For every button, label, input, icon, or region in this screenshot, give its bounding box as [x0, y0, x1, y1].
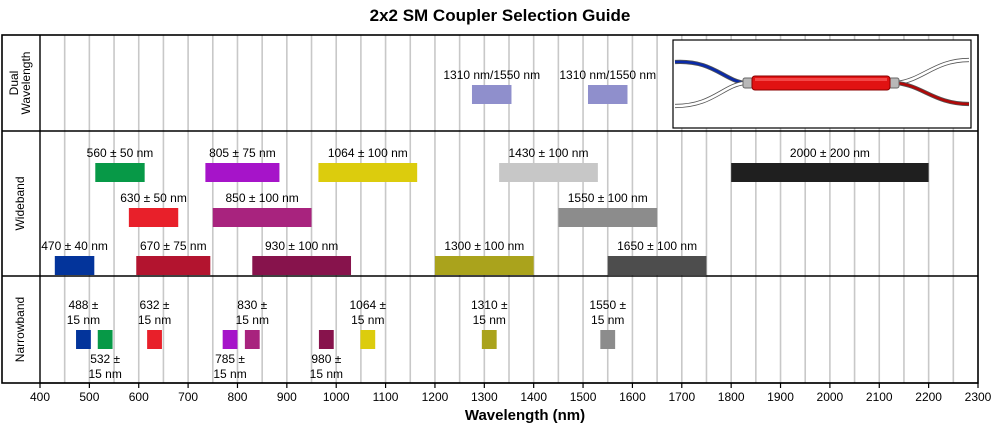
- coupler-highlight: [755, 78, 887, 81]
- row-label-dual-wavelength: Wavelength: [19, 52, 33, 115]
- bar-label: 1064 ±: [349, 298, 386, 312]
- bar-1310-nm-1550-nm: [587, 85, 628, 104]
- bar-830-15-nm: [244, 330, 260, 349]
- bar-1650-100-nm: [607, 256, 707, 275]
- bar-labels: 1310 nm/1550 nm 1310 nm/1550 nm 560 ± 50 n…: [41, 68, 870, 381]
- x-tick-label: 2300: [965, 390, 992, 404]
- bar-1300-100-nm: [434, 256, 534, 275]
- bar-980-15-nm: [318, 330, 334, 349]
- bar-1064-100-nm: [318, 163, 418, 182]
- x-tick-label: 1500: [570, 390, 597, 404]
- bar-785-15-nm: [222, 330, 238, 349]
- bar-670-75-nm: [136, 256, 211, 275]
- x-tick-label: 2200: [915, 390, 942, 404]
- bar-label: 630 ± 50 nm: [120, 191, 187, 205]
- bar-label: 1310 ±: [471, 298, 508, 312]
- x-tick-label: 700: [178, 390, 198, 404]
- bar-1430-100-nm: [499, 163, 598, 182]
- bar-label: 830 ±: [237, 298, 267, 312]
- bar-label: 980 ±: [311, 352, 341, 366]
- bar-1064-15-nm: [360, 330, 376, 349]
- bar-632-15-nm: [147, 330, 162, 349]
- bar-label: 670 ± 75 nm: [140, 239, 207, 253]
- bar-label: 560 ± 50 nm: [87, 146, 154, 160]
- row-label-wideband: Wideband: [13, 176, 27, 230]
- bar-label: 1310 nm/1550 nm: [443, 68, 540, 82]
- bar-532-15-nm: [97, 330, 113, 349]
- bar-470-40-nm: [54, 256, 95, 275]
- bar-label: 1300 ± 100 nm: [444, 239, 524, 253]
- x-tick-label: 2100: [866, 390, 893, 404]
- bar-1550-100-nm: [558, 208, 658, 227]
- x-tick-label: 1000: [323, 390, 350, 404]
- bar-label: 15 nm: [67, 313, 100, 327]
- bar-label: 1064 ± 100 nm: [328, 146, 408, 160]
- bar-930-100-nm: [252, 256, 352, 275]
- x-tick-label: 1300: [471, 390, 498, 404]
- bar-1310-15-nm: [481, 330, 497, 349]
- bar-label: 488 ±: [68, 298, 98, 312]
- bar-label: 15 nm: [138, 313, 171, 327]
- x-tick-label: 2000: [817, 390, 844, 404]
- fiber: [674, 60, 746, 85]
- x-axis-title: Wavelength (nm): [465, 407, 585, 424]
- row-label-narrowband: Narrowband: [13, 297, 27, 362]
- bar-2000-200-nm: [731, 163, 929, 182]
- bar-488-15-nm: [76, 330, 91, 349]
- bar-label: 15 nm: [351, 313, 384, 327]
- bar-label: 15 nm: [88, 367, 121, 381]
- bar-1310-nm-1550-nm: [471, 85, 512, 104]
- x-tick-label: 1700: [668, 390, 695, 404]
- x-tick-label: 1800: [718, 390, 745, 404]
- bar-label: 532 ±: [90, 352, 120, 366]
- fiber-coupler-photo: [674, 57, 970, 109]
- bar-label: 1430 ± 100 nm: [509, 146, 589, 160]
- bar-label: 930 ± 100 nm: [265, 239, 338, 253]
- bar-label: 15 nm: [591, 313, 624, 327]
- bar-label: 632 ±: [140, 298, 170, 312]
- bar-label: 805 ± 75 nm: [209, 146, 276, 160]
- x-tick-label: 1100: [373, 390, 399, 404]
- bar-630-50-nm: [128, 208, 179, 227]
- bar-1550-15-nm: [600, 330, 616, 349]
- bar-560-50-nm: [95, 163, 145, 182]
- bar-label: 15 nm: [473, 313, 506, 327]
- bar-label: 15 nm: [213, 367, 246, 381]
- bar-label: 15 nm: [310, 367, 343, 381]
- bar-805-75-nm: [205, 163, 280, 182]
- bar-label: 1550 ±: [589, 298, 626, 312]
- x-tick-label: 1400: [520, 390, 547, 404]
- x-tick-label: 500: [79, 390, 99, 404]
- bar-850-100-nm: [212, 208, 312, 227]
- fiber: [674, 81, 746, 108]
- bar-label: 850 ± 100 nm: [226, 191, 299, 205]
- bar-label: 1310 nm/1550 nm: [559, 68, 656, 82]
- fiber: [896, 58, 970, 85]
- x-tick-label: 1200: [422, 390, 449, 404]
- bar-label: 785 ±: [215, 352, 245, 366]
- bar-label: 1650 ± 100 nm: [617, 239, 697, 253]
- x-tick-label: 600: [129, 390, 149, 404]
- bar-label: 15 nm: [236, 313, 269, 327]
- x-tick-label: 900: [277, 390, 297, 404]
- fiber: [896, 81, 970, 106]
- row-label-dual-wavelength: Dual: [7, 71, 21, 96]
- bar-label: 2000 ± 200 nm: [790, 146, 870, 160]
- x-axis: 400 500 600 700 800 900 1000 1100 1200 1300 1400 15…: [30, 382, 992, 404]
- x-tick-label: 1900: [767, 390, 794, 404]
- coupler-inset: [672, 39, 972, 129]
- chart-title: 2x2 SM Coupler Selection Guide: [369, 6, 631, 25]
- x-tick-label: 400: [30, 390, 50, 404]
- x-tick-label: 800: [227, 390, 247, 404]
- bar-label: 1550 ± 100 nm: [568, 191, 648, 205]
- bars: [54, 85, 929, 349]
- x-tick-label: 1600: [619, 390, 646, 404]
- bar-label: 470 ± 40 nm: [41, 239, 108, 253]
